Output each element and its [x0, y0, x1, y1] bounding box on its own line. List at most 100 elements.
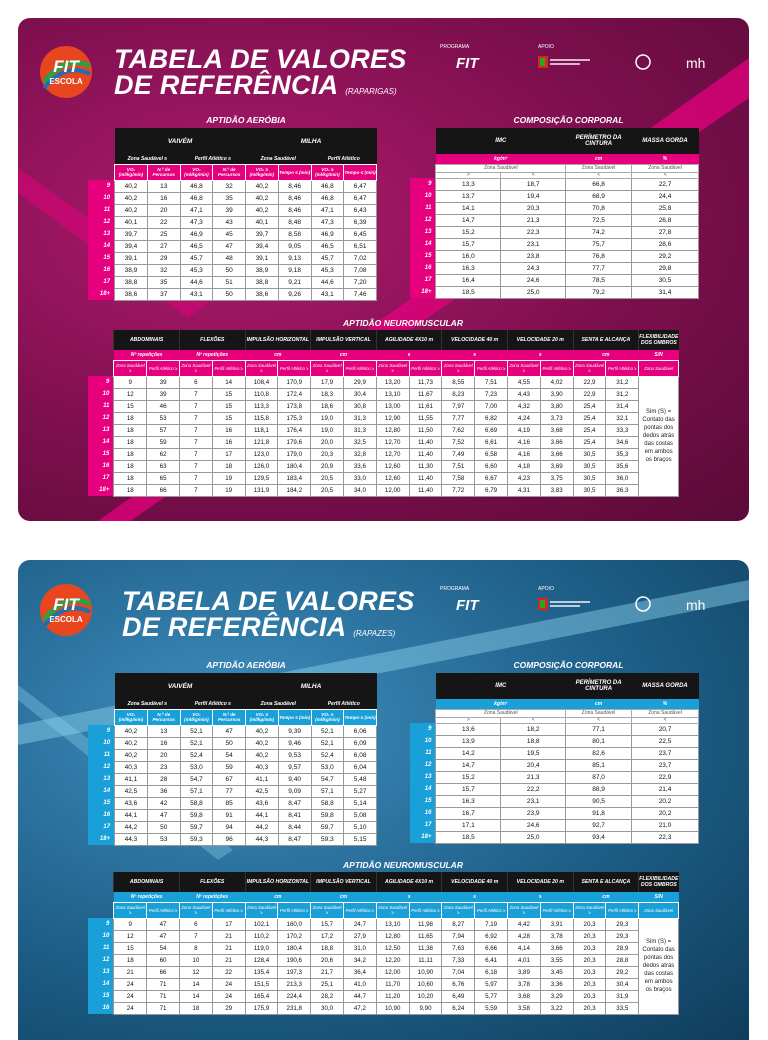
value-cell: 18 — [113, 953, 148, 967]
neuro-group-header: SENTA E ALCANÇA — [572, 872, 639, 892]
value-cell: 20,2 — [631, 806, 699, 820]
aerobic-subgroup: Perfil Atlético — [311, 154, 377, 164]
value-cell: 31,0 — [342, 941, 377, 955]
sponsor-fit-logo: FIT — [456, 597, 480, 614]
value-cell: 39,1 — [245, 251, 279, 265]
value-cell: 53 — [146, 411, 180, 425]
value-cell: 15,2 — [435, 770, 502, 784]
value-cell: 4,16 — [506, 435, 541, 449]
table-row: 16 18 63 7 18 126,0 180,4 20,9 33,6 12,60 11,30 7,5… — [88, 459, 679, 473]
aerobic-column-header: VO₂ (ml/kg/min) — [114, 163, 148, 181]
sponsor-apoio-label: APOIO — [538, 44, 554, 50]
value-cell: 6,09 — [343, 736, 377, 750]
neuro-group-header: FLEXÕES — [178, 872, 246, 892]
neuro-unit: s — [376, 350, 442, 360]
zone-header: Zona Saudável — [638, 359, 679, 377]
value-cell: 59,3 — [179, 832, 214, 846]
value-cell: 9,40 — [277, 772, 312, 786]
value-cell: 30,5 — [572, 447, 607, 461]
value-cell: 8 — [178, 941, 213, 955]
value-cell: 39,7 — [114, 227, 148, 241]
page-title: TABELA DE VALORES DE REFERÊNCIA (RAPARIG… — [114, 46, 407, 105]
value-cell: 15 — [211, 387, 246, 401]
value-cell: 6,18 — [474, 965, 508, 979]
value-cell: 3,90 — [539, 387, 574, 401]
value-cell: 28,6 — [631, 237, 699, 251]
neuro-group-header: IMPULSÃO HORIZONTAL — [244, 330, 311, 350]
age-label: 15 — [410, 795, 436, 807]
age-label: 12 — [88, 412, 114, 424]
neuro-unit: Nº repetições — [179, 892, 246, 902]
body-unit: cm — [565, 154, 632, 164]
zone-header: Zona Saudável ≥ — [506, 359, 541, 377]
value-cell: 24 — [113, 977, 148, 991]
value-cell: 40,2 — [245, 748, 279, 762]
value-cell: 14 — [178, 977, 213, 991]
value-cell: 3,69 — [539, 459, 574, 473]
value-cell: 42 — [146, 796, 181, 810]
table-row: 14 24 71 14 24 151,5 213,3 25,1 41,0 11,70 10,60 6,… — [88, 977, 679, 991]
value-cell: 20,3 — [572, 965, 607, 979]
value-cell: 71 — [146, 989, 180, 1003]
table-row: 11 14,2 19,5 82,6 23,7 — [410, 746, 699, 760]
table-row: 14 39,4 27 46,5 47 39,4 9,05 46,5 6,51 — [88, 239, 377, 253]
table-row: 18+ 38,6 37 43,1 50 38,6 9,26 43,1 7,46 — [88, 287, 377, 301]
value-cell: 6,69 — [474, 423, 508, 437]
value-cell: 23,7 — [631, 758, 699, 772]
value-cell: 91,8 — [565, 806, 633, 820]
value-cell: 12 — [113, 929, 148, 943]
sponsor-fit-logo: FIT — [456, 55, 480, 72]
value-cell: 5,27 — [343, 784, 377, 798]
mh-logo-icon: mh — [686, 597, 705, 613]
value-cell: 13,7 — [435, 189, 502, 203]
value-cell: 67 — [212, 772, 247, 786]
spacer — [88, 902, 114, 918]
neuro-group-header: FLEXIBILIDADE DOS OMBROS — [638, 330, 679, 350]
spacer — [410, 154, 436, 164]
value-cell: 22,9 — [572, 387, 607, 401]
value-cell: 6,41 — [474, 953, 508, 967]
age-label: 16 — [88, 1002, 114, 1014]
value-cell: 46,8 — [179, 191, 214, 205]
value-cell: 179,6 — [277, 435, 312, 449]
value-cell: 44,6 — [179, 275, 214, 289]
value-cell: 8,47 — [277, 832, 312, 846]
value-cell: 23 — [146, 760, 181, 774]
value-cell: 85,1 — [565, 758, 633, 772]
zone-header: Perfil Atlético ≥ — [211, 359, 246, 377]
value-cell: 3,22 — [539, 1001, 574, 1015]
value-cell: 11,30 — [408, 459, 443, 473]
value-cell: 6,79 — [474, 483, 508, 497]
value-cell: 87,0 — [565, 770, 633, 784]
age-label: 18+ — [410, 286, 436, 298]
value-cell: 16,3 — [435, 794, 502, 808]
value-cell: 11,70 — [375, 977, 410, 991]
value-cell: 3,75 — [539, 471, 574, 485]
value-cell: 13,20 — [375, 375, 410, 389]
value-cell: 7 — [178, 411, 213, 425]
value-cell: 8,55 — [441, 375, 476, 389]
neuro-unit: cm — [310, 350, 377, 360]
section-title-aerobic: APTIDÃO AERÓBIA — [206, 660, 286, 670]
value-cell: 12 — [178, 965, 213, 979]
value-cell: 19,0 — [310, 423, 344, 437]
title-line-2: DE REFERÊNCIA — [114, 70, 338, 100]
age-label: 13 — [88, 773, 115, 785]
value-cell: 7,19 — [474, 917, 508, 931]
value-cell: 7,33 — [441, 953, 476, 967]
value-cell: 38,6 — [245, 287, 279, 301]
value-cell: 27,9 — [342, 929, 377, 943]
value-cell: 35,3 — [605, 447, 640, 461]
value-cell: 22,9 — [631, 770, 699, 784]
value-cell: 40,2 — [114, 748, 148, 762]
value-cell: 38,8 — [245, 275, 279, 289]
value-cell: 180,4 — [277, 941, 312, 955]
neuro-group-header: VELOCIDADE 40 m — [441, 872, 508, 892]
body-zone: Zona Saudável — [565, 708, 633, 718]
value-cell: 46,9 — [310, 227, 345, 241]
value-cell: 17,9 — [310, 375, 344, 389]
value-cell: 9,18 — [277, 263, 312, 277]
body-unit: % — [631, 154, 699, 164]
value-cell: 40,2 — [114, 203, 148, 217]
table-row: 13 15,2 22,3 74,2 27,8 — [410, 225, 699, 239]
